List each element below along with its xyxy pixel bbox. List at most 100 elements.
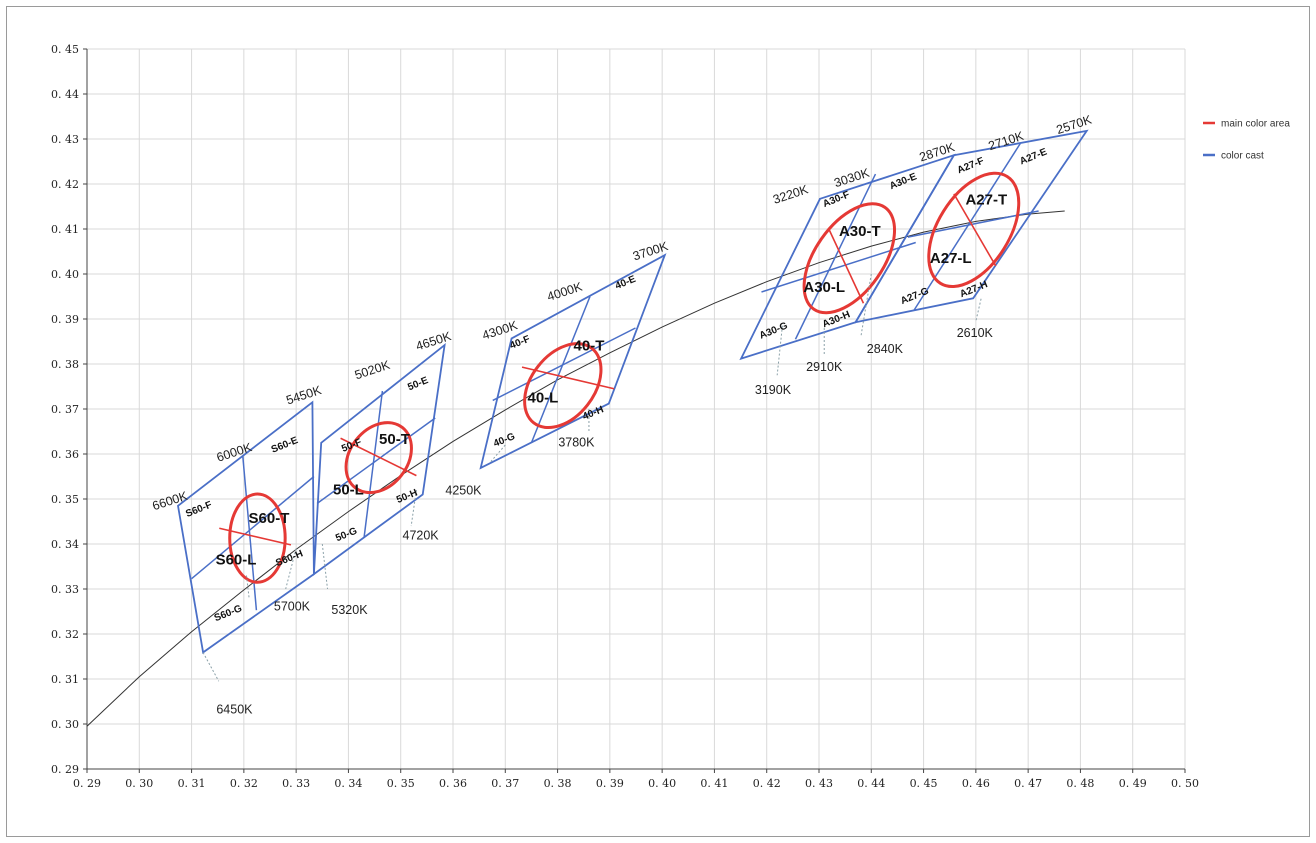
cct-label: 6450K <box>216 703 253 717</box>
main-zone-label: A30-L <box>803 279 845 296</box>
y-tick-label: 0. 36 <box>51 448 79 461</box>
leader-line <box>285 548 297 590</box>
cct-label: 3030K <box>832 166 871 191</box>
ellipse-divider-line <box>219 527 292 546</box>
subzone-label: 40-E <box>614 274 638 292</box>
zone-divider-line <box>191 475 315 580</box>
cct-label: 4250K <box>445 484 482 498</box>
subzone-label: S60-G <box>213 603 244 624</box>
x-tick-label: 0. 36 <box>439 777 467 790</box>
main-color-ellipse <box>523 342 603 430</box>
y-tick-label: 0. 43 <box>51 133 79 146</box>
cct-label: 5450K <box>284 383 323 408</box>
cct-label: 2910K <box>806 360 843 374</box>
zone-group <box>479 253 667 470</box>
subzone-label: 50-E <box>406 375 430 393</box>
legend-label: color cast <box>1221 151 1264 162</box>
x-tick-label: 0. 50 <box>1171 777 1199 790</box>
cct-label: 3220K <box>771 182 810 207</box>
x-tick-label: 0. 37 <box>491 777 519 790</box>
x-tick-label: 0. 35 <box>387 777 415 790</box>
subzone-label: 50-G <box>334 526 359 545</box>
leader-line <box>860 273 872 338</box>
subzone-label: S60-F <box>184 500 213 520</box>
subzone-label: 40-G <box>492 431 517 450</box>
x-tick-label: 0. 39 <box>596 777 624 790</box>
legend-label: main color area <box>1221 119 1290 130</box>
leader-line <box>321 543 329 590</box>
main-zone-label: A30-T <box>839 223 881 240</box>
ellipse-divider-line <box>953 193 997 267</box>
main-zone-label: A27-T <box>965 191 1007 208</box>
zone-quadrangle <box>312 342 446 576</box>
y-tick-label: 0. 40 <box>51 268 79 281</box>
x-tick-label: 0. 31 <box>178 777 206 790</box>
x-tick-label: 0. 48 <box>1066 777 1094 790</box>
x-tick-label: 0. 44 <box>857 777 885 790</box>
x-tick-label: 0. 41 <box>700 777 728 790</box>
y-tick-label: 0. 30 <box>51 718 79 731</box>
subzone-label: 40-F <box>508 334 531 352</box>
x-tick-label: 0. 43 <box>805 777 833 790</box>
subzone-label: S60-E <box>270 435 300 456</box>
x-tick-label: 0. 42 <box>753 777 781 790</box>
x-tick-label: 0. 38 <box>544 777 572 790</box>
x-tick-label: 0. 46 <box>962 777 990 790</box>
y-tick-label: 0. 37 <box>51 403 79 416</box>
main-zone-label: 40-T <box>574 338 605 355</box>
x-tick-label: 0. 45 <box>910 777 938 790</box>
cct-label: 5700K <box>274 600 311 614</box>
labels: S60-FS60-ES60-HS60-GS60-TS60-L6600K6000K… <box>151 112 1094 716</box>
cct-label: 2610K <box>957 326 994 340</box>
cie-chromaticity-chart: 0. 29 0. 30 0. 31 0. 32 0. 33 0. 34 0. 35 0. 36… <box>51 43 1290 790</box>
zone-divider-line <box>794 173 877 340</box>
zone-quadrangle <box>479 253 667 470</box>
cct-label: 4650K <box>414 329 453 354</box>
cct-label: 6000K <box>215 440 254 465</box>
x-tick-label: 0. 33 <box>282 777 310 790</box>
zone-divider-line <box>913 143 1021 311</box>
main-color-ellipse <box>927 171 1021 289</box>
subzone-label: A27-F <box>956 156 986 177</box>
subzone-label: S60-H <box>274 548 304 569</box>
zone-divider-line <box>363 390 384 538</box>
main-color-ellipse <box>228 492 287 584</box>
leader-line <box>202 652 220 682</box>
chart-frame: 0. 29 0. 30 0. 31 0. 32 0. 33 0. 34 0. 35 0. 36… <box>6 6 1310 837</box>
y-tick-label: 0. 41 <box>51 223 79 236</box>
leader-lines <box>202 273 982 682</box>
y-tick-label: 0. 44 <box>51 88 79 101</box>
leader-line <box>776 325 783 376</box>
y-tick-label: 0. 33 <box>51 583 79 596</box>
y-tick-label: 0. 32 <box>51 628 79 641</box>
cct-label: 5020K <box>353 358 392 383</box>
zone-divider-line <box>530 296 591 444</box>
x-tick-label: 0. 34 <box>334 777 362 790</box>
main-color-ellipse <box>344 421 413 495</box>
subzone-label: A30-F <box>821 189 851 210</box>
y-tick-label: 0. 35 <box>51 493 79 506</box>
main-zone-label: 50-T <box>379 431 410 448</box>
cct-label: 3780K <box>558 435 595 449</box>
subzone-label: A27-G <box>899 286 931 307</box>
ellipse-divider-line <box>340 437 417 477</box>
cct-label: 2840K <box>867 342 904 356</box>
x-tick-label: 0. 47 <box>1014 777 1042 790</box>
subzone-label: 50-H <box>395 488 419 506</box>
cct-label: 3700K <box>631 239 670 264</box>
y-tick-label: 0. 38 <box>51 358 79 371</box>
zone-divider-line <box>316 417 436 505</box>
cct-label: 5320K <box>331 603 368 617</box>
y-tick-label: 0. 29 <box>51 763 79 776</box>
main-zone-label: 40-L <box>528 389 559 406</box>
x-tick-label: 0. 29 <box>73 777 101 790</box>
x-tick-label: 0. 32 <box>230 777 258 790</box>
legend: main color area color cast <box>1203 119 1290 162</box>
zone-divider-line <box>242 456 258 611</box>
main-zone-label: 50-L <box>333 482 364 499</box>
subzone-label: A30-G <box>758 320 790 341</box>
cct-label: 2710K <box>987 129 1026 154</box>
cct-label: 4720K <box>403 529 440 543</box>
y-tick-label: 0. 42 <box>51 178 79 191</box>
zone-group <box>177 400 315 654</box>
